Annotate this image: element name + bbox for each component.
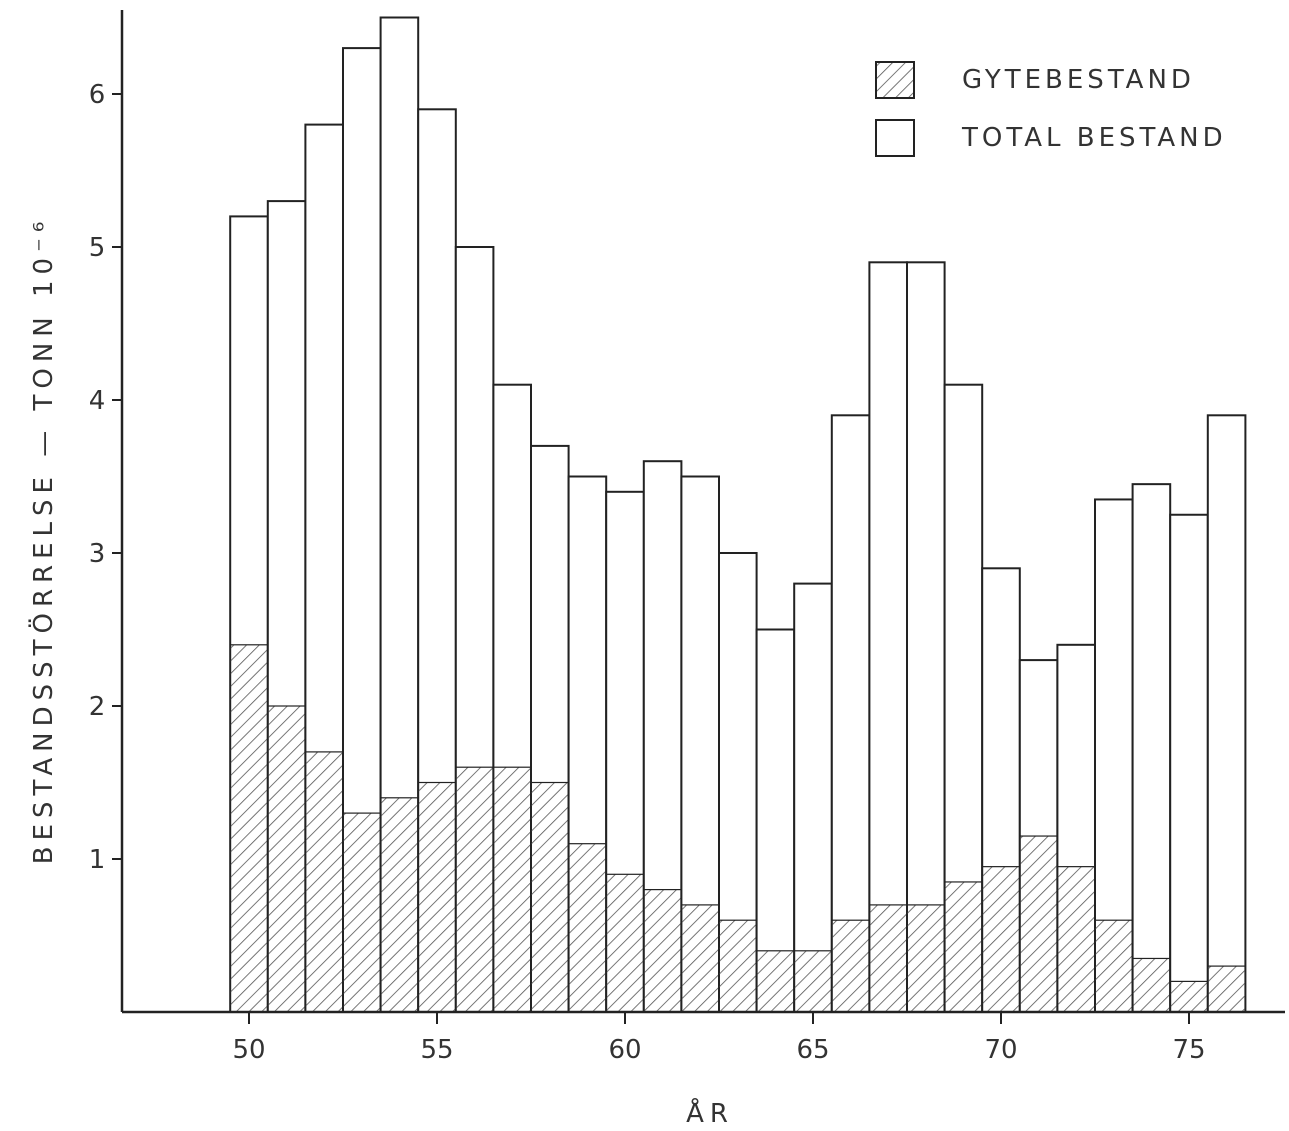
bar-total-bestand-76 xyxy=(1206,414,1247,1013)
bar-gytebestand-76 xyxy=(1207,965,1247,1013)
bar-total-bestand-68 xyxy=(906,261,946,1013)
y-tick-label-3: 3 xyxy=(89,539,106,569)
x-axis-title: ÅR xyxy=(686,1097,734,1129)
bar-total-bestand-67 xyxy=(868,261,909,1013)
y-tick-label-4: 4 xyxy=(89,386,106,416)
x-tick-label-55: 55 xyxy=(420,1035,453,1065)
bar-total-bestand-74 xyxy=(1131,483,1172,1013)
y-tick-label-2: 2 xyxy=(89,692,106,722)
legend: GYTEBESTAND TOTAL BESTAND xyxy=(875,61,1227,157)
y-tick-label-1: 1 xyxy=(89,845,106,875)
bar-gytebestand-75 xyxy=(1169,980,1209,1013)
bar-gytebestand-60 xyxy=(605,873,645,1013)
bar-gytebestand-57 xyxy=(492,766,532,1013)
bar-gytebestand-54 xyxy=(380,797,419,1013)
bar-gytebestand-64 xyxy=(755,950,795,1013)
bar-gytebestand-63 xyxy=(718,919,758,1013)
bar-gytebestand-52 xyxy=(304,751,344,1013)
x-tick-label-50: 50 xyxy=(232,1035,265,1065)
bar-gytebestand-67 xyxy=(868,904,908,1013)
y-axis-title: BESTANDSSTÖRRELSE — TONN 10⁻⁶ xyxy=(27,216,59,865)
x-tick-label-70: 70 xyxy=(984,1035,1017,1065)
bar-gytebestand-74 xyxy=(1131,957,1171,1013)
y-tick-label-6: 6 xyxy=(89,80,106,110)
x-tick-label-65: 65 xyxy=(796,1035,829,1065)
legend-swatch-gytebestand xyxy=(875,61,915,99)
bar-total-bestand-65 xyxy=(793,582,833,1013)
y-tick-label-5: 5 xyxy=(89,233,106,263)
bar-gytebestand-51 xyxy=(267,705,306,1013)
bars-layer xyxy=(229,16,1247,1014)
axes-layer: 1 2 3 4 5 6 50 55 60 65 70 75 xyxy=(89,10,1285,1065)
bar-gytebestand-73 xyxy=(1094,919,1134,1013)
legend-label-total-bestand: TOTAL BESTAND xyxy=(961,123,1227,153)
legend-swatch-total-bestand xyxy=(875,119,915,157)
bar-gytebestand-69 xyxy=(943,881,983,1013)
bar-gytebestand-56 xyxy=(455,766,494,1013)
bar-gytebestand-59 xyxy=(567,843,607,1013)
bar-gytebestand-72 xyxy=(1056,866,1096,1013)
bar-gytebestand-50 xyxy=(229,644,269,1013)
bar-gytebestand-62 xyxy=(680,904,720,1013)
bar-gytebestand-66 xyxy=(831,919,870,1013)
bar-gytebestand-55 xyxy=(417,781,457,1013)
bar-gytebestand-71 xyxy=(1019,835,1058,1013)
x-tick-label-75: 75 xyxy=(1172,1035,1205,1065)
bar-total-bestand-66 xyxy=(830,414,871,1013)
bar-gytebestand-53 xyxy=(342,812,382,1013)
bar-gytebestand-70 xyxy=(981,866,1021,1013)
bar-gytebestand-68 xyxy=(906,904,946,1013)
bar-gytebestand-65 xyxy=(793,950,833,1013)
bar-total-bestand-75 xyxy=(1169,513,1209,1013)
bar-gytebestand-61 xyxy=(643,888,682,1013)
bar-gytebestand-58 xyxy=(530,781,570,1013)
x-tick-label-60: 60 xyxy=(608,1035,641,1065)
legend-label-gytebestand: GYTEBESTAND xyxy=(962,65,1195,95)
